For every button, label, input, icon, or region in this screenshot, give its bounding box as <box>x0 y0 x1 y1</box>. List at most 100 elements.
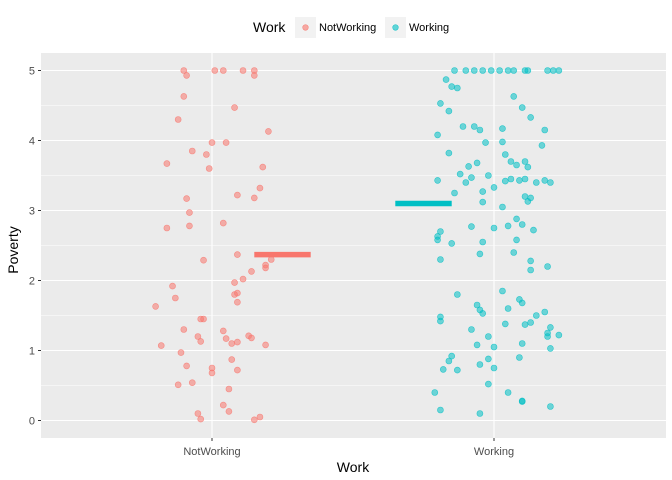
x-axis: NotWorking Working <box>183 438 514 458</box>
data-point-working <box>501 151 509 158</box>
data-point-working <box>468 326 475 333</box>
data-point-notworking <box>251 67 258 74</box>
data-point-working <box>437 317 444 325</box>
data-point-working <box>524 163 532 171</box>
data-point-working <box>518 398 526 405</box>
data-point-notworking <box>200 315 207 323</box>
y-axis-title: Poverty <box>5 226 21 273</box>
legend-title: Work <box>253 19 286 35</box>
data-point-working <box>434 131 441 139</box>
data-point-working <box>521 321 529 328</box>
data-point-working <box>468 223 475 230</box>
data-point-working <box>527 257 534 265</box>
data-point-notworking <box>157 342 165 349</box>
data-point-notworking <box>219 327 227 335</box>
data-point-working <box>544 263 551 270</box>
data-point-notworking <box>231 291 238 298</box>
data-point-working <box>530 226 537 234</box>
data-point-working <box>479 198 487 206</box>
data-point-working <box>527 266 534 274</box>
data-point-working <box>532 312 540 319</box>
data-point-notworking <box>234 251 241 258</box>
data-point-working <box>541 177 549 184</box>
data-point-notworking <box>183 362 190 370</box>
data-point-working <box>518 221 526 228</box>
data-point-notworking <box>267 256 275 263</box>
data-point-notworking <box>256 413 264 421</box>
data-point-notworking <box>228 340 236 347</box>
data-point-working <box>501 177 509 185</box>
data-point-working <box>510 249 518 256</box>
data-point-working <box>482 139 489 146</box>
data-point-working <box>485 333 492 340</box>
data-point-working <box>521 158 529 165</box>
data-point-working <box>527 114 534 121</box>
data-point-working <box>470 123 478 130</box>
data-point-working <box>476 361 484 368</box>
data-point-notworking <box>222 335 230 342</box>
data-point-working <box>549 67 557 74</box>
data-point-working <box>504 389 512 396</box>
data-point-working <box>490 364 498 372</box>
data-point-working <box>524 198 532 205</box>
y-tick-label: 4 <box>29 136 35 148</box>
data-point-working <box>499 287 506 295</box>
data-point-working <box>437 228 444 235</box>
y-tick-label: 3 <box>29 206 35 218</box>
data-point-notworking <box>197 338 205 345</box>
data-point-notworking <box>231 279 238 286</box>
data-point-working <box>490 224 498 232</box>
data-point-notworking <box>259 163 267 171</box>
data-point-working <box>434 236 441 244</box>
data-point-working <box>485 172 492 179</box>
data-point-notworking <box>194 333 202 340</box>
data-point-working <box>445 107 453 115</box>
data-point-working <box>513 215 520 223</box>
data-point-notworking <box>180 93 188 100</box>
data-point-working <box>479 238 487 246</box>
data-point-working <box>437 100 444 107</box>
data-point-notworking <box>177 349 185 356</box>
data-point-notworking <box>208 139 216 146</box>
data-point-working <box>541 308 549 316</box>
data-point-notworking <box>208 369 216 377</box>
data-point-working <box>437 406 444 414</box>
data-point-working <box>518 104 526 111</box>
data-point-working <box>507 175 515 183</box>
data-point-working <box>479 310 487 317</box>
data-point-notworking <box>228 356 236 363</box>
data-points <box>152 67 563 424</box>
data-point-notworking <box>200 256 207 264</box>
data-point-notworking <box>225 385 233 393</box>
data-point-working <box>516 177 523 184</box>
data-point-notworking <box>234 191 241 199</box>
data-point-notworking <box>234 338 241 346</box>
data-point-notworking <box>194 410 202 417</box>
data-point-notworking <box>225 408 233 415</box>
data-point-working <box>448 352 456 360</box>
data-point-notworking <box>248 334 255 342</box>
data-point-working <box>544 333 551 340</box>
data-point-working <box>434 177 441 184</box>
data-point-working <box>518 299 526 307</box>
data-point-working <box>547 324 554 331</box>
data-point-working <box>532 179 540 186</box>
data-point-working <box>473 159 481 167</box>
data-point-working <box>501 320 509 328</box>
data-point-working <box>439 366 447 373</box>
data-point-working <box>504 222 512 230</box>
data-point-notworking <box>251 194 258 202</box>
data-point-notworking <box>219 219 227 227</box>
data-point-notworking <box>183 72 190 79</box>
y-axis: 0 1 2 3 4 5 <box>29 66 41 428</box>
data-point-notworking <box>262 341 269 349</box>
mean-bars <box>254 200 452 258</box>
data-point-working <box>544 67 551 74</box>
data-point-working <box>448 240 456 247</box>
data-point-working <box>479 188 487 195</box>
data-point-working <box>459 123 467 130</box>
legend-key-working <box>392 24 399 31</box>
data-point-working <box>541 126 549 134</box>
data-point-working <box>442 76 450 83</box>
